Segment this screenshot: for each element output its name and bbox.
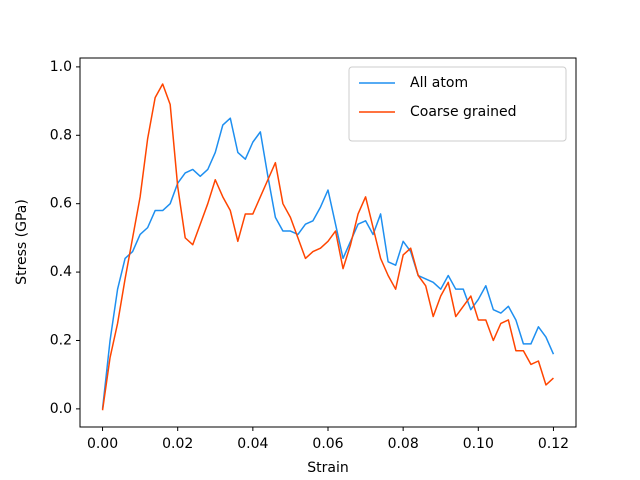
y-tick-label: 0.6 bbox=[50, 196, 72, 212]
y-tick-label: 0.4 bbox=[50, 264, 72, 280]
x-tick-label: 0.02 bbox=[162, 436, 193, 452]
y-axis-label: Stress (GPa) bbox=[14, 199, 30, 285]
series-line bbox=[101, 117, 555, 409]
axes-frame bbox=[79, 57, 577, 428]
series-line bbox=[101, 83, 554, 411]
x-axis-label: Strain bbox=[307, 460, 348, 476]
x-tick-label: 0.12 bbox=[538, 436, 569, 452]
legend-label: Coarse grained bbox=[410, 104, 517, 120]
x-tick-label: 0.06 bbox=[312, 436, 343, 452]
legend-label: All atom bbox=[410, 75, 468, 91]
y-tick-label: 0.8 bbox=[50, 127, 72, 143]
x-tick-label: 0.00 bbox=[87, 436, 118, 452]
legend-frame bbox=[348, 66, 567, 142]
y-tick-label: 1.0 bbox=[50, 59, 72, 75]
y-tick-label: 0.2 bbox=[50, 332, 72, 348]
legend: All atom Coarse grained bbox=[348, 66, 567, 142]
x-tick-label: 0.08 bbox=[388, 436, 419, 452]
x-tick-label: 0.04 bbox=[237, 436, 268, 452]
x-tick-label: 0.10 bbox=[463, 436, 494, 452]
y-tick-label: 0.0 bbox=[50, 401, 72, 417]
